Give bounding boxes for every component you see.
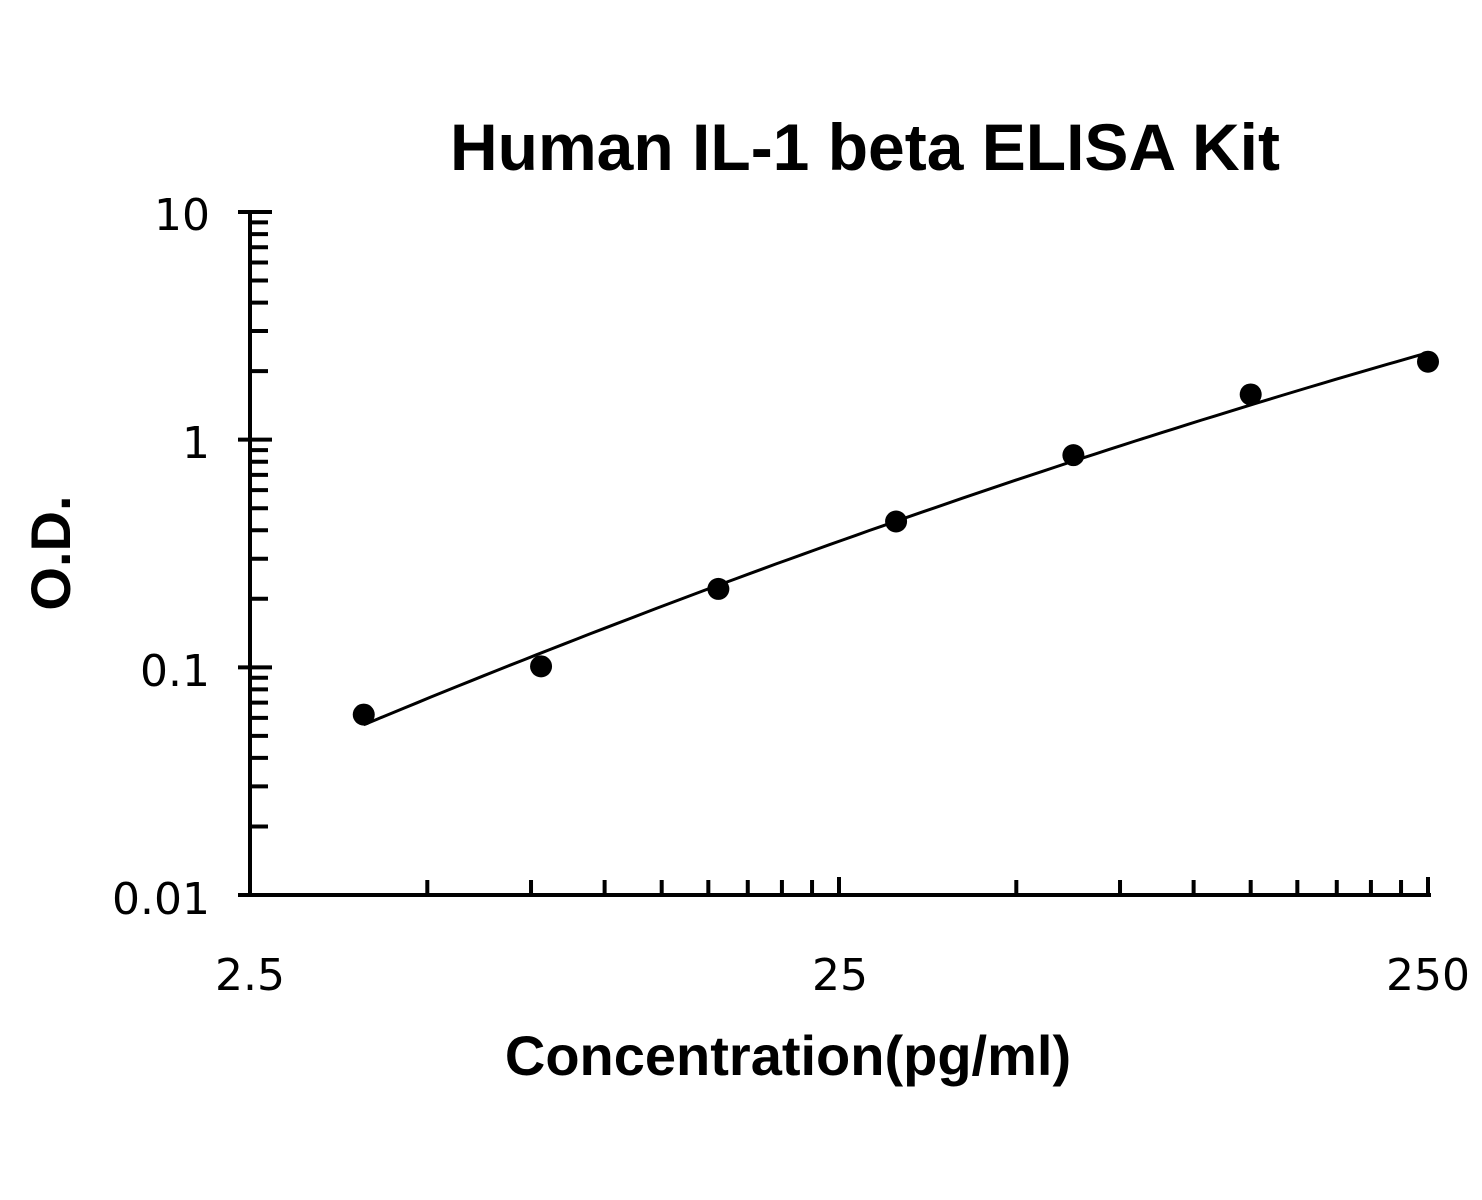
x-tick-label-250: 250 (1386, 950, 1470, 1001)
y-tick-labels: 10 1 0.1 0.01 (112, 190, 210, 925)
data-point-4 (1062, 444, 1085, 467)
data-point-0 (352, 703, 375, 726)
y-axis-label: O.D. (19, 495, 82, 610)
x-tick-label-25: 25 (812, 950, 868, 1001)
plot-area (352, 350, 1439, 727)
x-ticks (248, 877, 1430, 895)
y-tick-label-0-01: 0.01 (112, 874, 210, 925)
axes (248, 210, 1431, 897)
data-point-1 (530, 655, 553, 678)
y-ticks (238, 210, 272, 897)
chart-title: Human IL-1 beta ELISA Kit (450, 110, 1280, 184)
y-tick-label-0-1: 0.1 (140, 646, 210, 697)
data-point-3 (885, 510, 908, 533)
x-tick-label-2-5: 2.5 (215, 950, 285, 1001)
data-point-5 (1239, 383, 1262, 406)
fit-curve (363, 351, 1429, 727)
data-point-2 (707, 577, 730, 600)
y-tick-label-10: 10 (154, 190, 210, 241)
x-axis-label: Concentration(pg/ml) (505, 1024, 1071, 1087)
x-tick-labels: 2.5 25 250 (215, 950, 1470, 1001)
data-point-6 (1417, 350, 1439, 373)
y-tick-label-1: 1 (182, 418, 210, 469)
